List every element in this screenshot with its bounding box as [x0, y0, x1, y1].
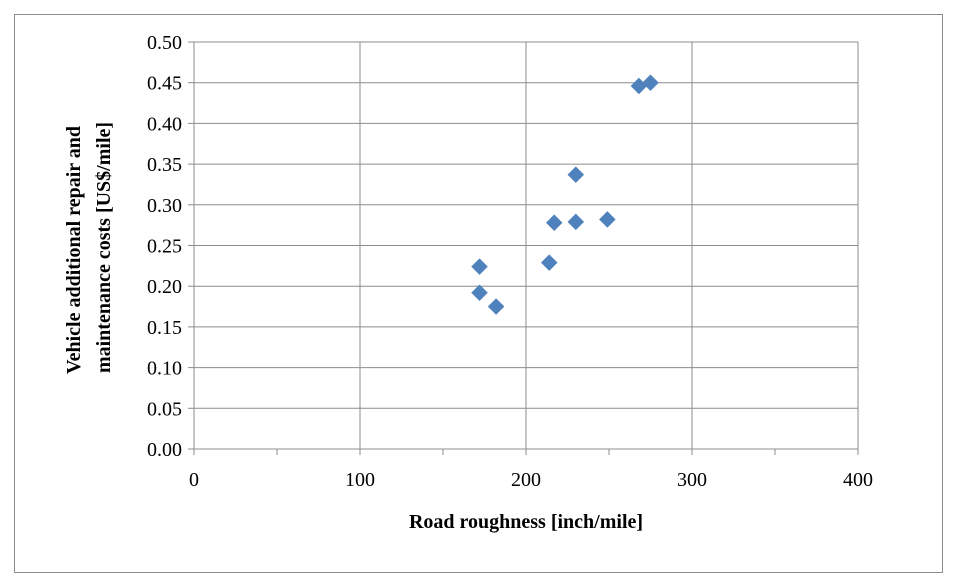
- data-point: [567, 213, 585, 231]
- data-point: [567, 166, 585, 184]
- data-point: [598, 211, 616, 228]
- data-point: [545, 214, 563, 232]
- x-axis-title: Road roughness [inch/mile]: [409, 511, 643, 533]
- data-point: [642, 74, 659, 92]
- data-point: [471, 258, 488, 276]
- y-axis-title-line-2: maintenance costs [US$/mile]: [93, 122, 115, 373]
- y-tick-label: 0.30: [147, 195, 182, 217]
- y-tick-label: 0.45: [147, 73, 182, 95]
- y-tick-label: 0.20: [147, 276, 182, 298]
- y-tick-label: 0.05: [147, 398, 182, 420]
- y-axis-title: Vehicle additional repair and maintenanc…: [63, 121, 115, 374]
- x-tick-label: 0: [189, 469, 199, 491]
- y-tick-label: 0.00: [147, 439, 182, 461]
- y-tick-labels: 0.00 0.05 0.10 0.15 0.20 0.25 0.30 0.35 0.40 0.45…: [147, 32, 182, 461]
- y-tick-label: 0.50: [147, 32, 182, 54]
- axes: [188, 41, 859, 455]
- y-tick-label: 0.25: [147, 236, 182, 258]
- x-tick-label: 200: [511, 469, 541, 491]
- data-point: [471, 284, 488, 302]
- data-points: [471, 74, 659, 315]
- y-tick-label: 0.35: [147, 154, 182, 176]
- x-tick-label: 100: [345, 469, 375, 491]
- y-axis-title-line-1: Vehicle additional repair and: [63, 126, 85, 374]
- data-point: [487, 298, 505, 315]
- y-tick-label: 0.15: [147, 317, 182, 339]
- y-tick-label: 0.10: [147, 358, 182, 380]
- grid-lines: [194, 41, 859, 449]
- x-tick-label: 300: [677, 469, 707, 491]
- data-point: [540, 254, 558, 271]
- x-tick-labels: 0 100 200 300 400: [189, 469, 873, 491]
- y-tick-label: 0.40: [147, 113, 182, 135]
- data-point: [630, 77, 648, 95]
- x-tick-label: 400: [843, 469, 873, 491]
